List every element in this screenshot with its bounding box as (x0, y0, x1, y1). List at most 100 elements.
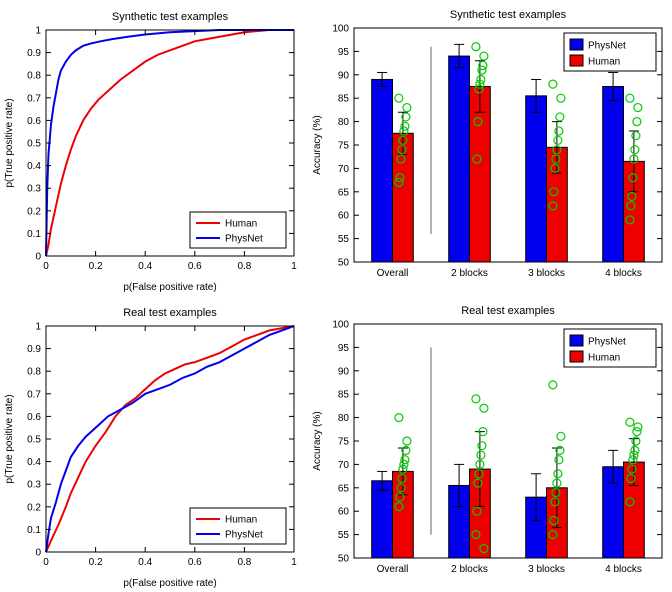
subject-point (553, 469, 563, 479)
y-tick-label: 70 (338, 164, 350, 175)
y-tick-label: 100 (332, 24, 349, 35)
subject-point (556, 431, 566, 441)
y-tick-label: 0.8 (27, 71, 41, 82)
y-tick-label: 55 (338, 530, 350, 541)
subject-point (629, 154, 639, 164)
subject-point (548, 79, 558, 89)
y-tick-label: 90 (338, 366, 350, 377)
y-tick-label: 0.2 (27, 206, 41, 217)
accuracy-real-chart: Real test examples Accuracy (%) 50 55 60 65 70… (312, 305, 663, 575)
legend-label: PhysNet (225, 530, 263, 541)
x-tick-label: 1 (291, 557, 297, 568)
subject-point (399, 126, 409, 136)
legend-label: PhysNet (225, 234, 263, 245)
subject-point (473, 116, 483, 127)
y-tick-label: 1 (35, 26, 41, 37)
subject-point (627, 191, 637, 202)
x-axis-label: p(False positive rate) (123, 282, 216, 293)
chart-title: Synthetic test examples (112, 11, 229, 23)
subject-point (472, 506, 482, 516)
subject-point (550, 497, 560, 507)
y-axis-label: Accuracy (%) (312, 115, 323, 174)
x-category-label: 2 blocks (451, 564, 488, 575)
roc-synthetic-chart: Synthetic test examples p(True positive r… (4, 11, 297, 293)
bar-physnet-overall (371, 78, 393, 263)
subject-point (633, 422, 643, 432)
subject-point (479, 51, 489, 61)
roc-curve-physnet (45, 325, 295, 553)
y-tick-label: 0.3 (27, 184, 41, 195)
chart-title: Real test examples (461, 305, 555, 317)
subject-point (627, 464, 637, 474)
y-tick-label: 90 (338, 70, 350, 81)
x-axis-label: p(False positive rate) (123, 578, 216, 589)
roc-curve-human (45, 29, 294, 257)
subject-point (395, 492, 405, 502)
legend-swatch (569, 334, 584, 347)
subject-point (554, 455, 564, 465)
subject-point (625, 93, 635, 103)
legend-label: Human (225, 219, 257, 230)
x-tick-label: 0 (43, 261, 49, 272)
legend-label: PhysNet (588, 41, 626, 52)
y-tick-label: 0.6 (27, 116, 41, 127)
y-tick-label: 0.5 (27, 139, 41, 150)
y-tick-label: 0.1 (27, 229, 41, 240)
y-tick-label: 55 (338, 234, 350, 245)
subject-point (478, 427, 488, 437)
roc-synthetic-panel: Synthetic test examples p(True positive r… (0, 0, 308, 296)
subject-point (555, 445, 565, 455)
subject-point (631, 436, 641, 446)
subject-point (479, 544, 489, 554)
x-category-label: 4 blocks (605, 564, 642, 575)
subject-point (550, 163, 560, 173)
accuracy-synthetic-panel: Synthetic test examples Accuracy (%) 50 55 6… (308, 0, 672, 296)
bar-physnet-2-blocks (448, 55, 471, 263)
x-tick-label: 0.6 (188, 557, 202, 568)
accuracy-synthetic-chart: Synthetic test examples Accuracy (%) 50 55 6… (312, 9, 663, 279)
subject-point (478, 60, 488, 71)
subject-point (632, 427, 642, 437)
legend-label: Human (225, 515, 257, 526)
subject-point (471, 394, 481, 404)
axes-box (353, 27, 663, 263)
bar-physnet-3-blocks (525, 95, 548, 263)
x-tick-label: 0.4 (138, 557, 152, 568)
axes-box (45, 29, 295, 257)
subject-point (555, 112, 565, 122)
subject-point (630, 145, 640, 155)
x-tick-label: 0 (43, 557, 49, 568)
subject-point (474, 469, 484, 479)
y-tick-label: 0.5 (27, 435, 41, 446)
subject-point (625, 497, 635, 507)
subject-point (476, 74, 486, 85)
subject-point (626, 201, 636, 211)
subject-point (395, 173, 405, 183)
accuracy-real-panel: Real test examples Accuracy (%) 50 55 60 65 70… (308, 296, 672, 592)
subject-point (397, 473, 407, 484)
subject-point (633, 102, 643, 113)
x-category-label: Overall (377, 564, 409, 575)
y-tick-label: 75 (338, 437, 350, 448)
subject-point (401, 445, 411, 455)
x-tick-label: 0.4 (138, 261, 152, 272)
axes-box (45, 325, 295, 553)
axes-box (353, 323, 663, 559)
x-category-label: Overall (377, 268, 409, 279)
subject-point (477, 65, 487, 75)
y-tick-label: 0.7 (27, 93, 41, 104)
y-tick-label: 0.7 (27, 389, 41, 400)
x-category-label: 4 blocks (605, 268, 642, 279)
subject-point (551, 154, 561, 164)
y-tick-label: 0.6 (27, 412, 41, 423)
bar-human-2-blocks (469, 86, 491, 263)
y-tick-label: 0.2 (27, 502, 41, 513)
subject-point (629, 450, 639, 460)
y-tick-label: 0.3 (27, 480, 41, 491)
y-tick-label: 80 (338, 117, 350, 128)
roc-curve-human (45, 325, 295, 553)
subject-point (475, 79, 485, 89)
subject-point (394, 412, 404, 423)
subject-point (400, 121, 410, 131)
